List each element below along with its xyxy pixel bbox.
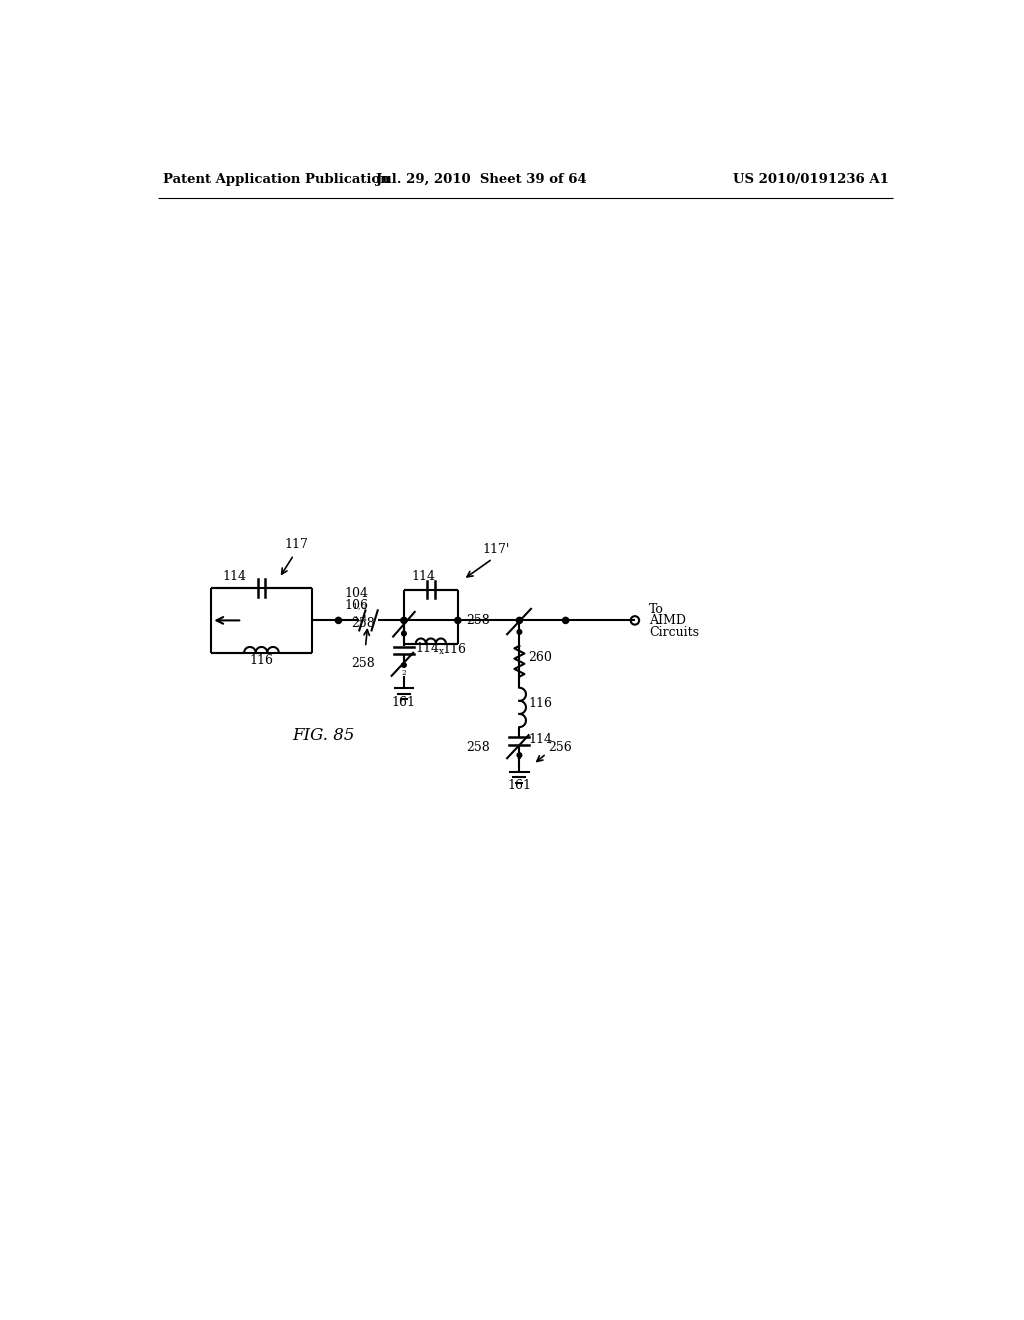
- Text: 117': 117': [482, 543, 510, 556]
- Circle shape: [336, 618, 342, 623]
- Text: FIG. 85: FIG. 85: [292, 727, 354, 743]
- Text: $\mathregular{_2}$: $\mathregular{_2}$: [516, 752, 522, 762]
- Text: 116: 116: [250, 653, 273, 667]
- Text: 114: 114: [222, 570, 247, 583]
- Circle shape: [400, 618, 407, 623]
- Text: AIMD: AIMD: [649, 614, 686, 627]
- Text: $\mathregular{_{1,2}}$: $\mathregular{_{1,2}}$: [351, 602, 367, 612]
- Text: 161: 161: [392, 696, 416, 709]
- Text: $\mathregular{_{3,4}}$: $\mathregular{_{3,4}}$: [351, 614, 368, 624]
- Text: $\mathregular{_2}$: $\mathregular{_2}$: [400, 669, 407, 678]
- Text: $\mathregular{_1}$: $\mathregular{_1}$: [516, 627, 522, 638]
- Text: 114: 114: [528, 733, 553, 746]
- Text: 260: 260: [528, 651, 553, 664]
- Text: 106: 106: [345, 599, 369, 612]
- Text: 116: 116: [442, 643, 466, 656]
- Circle shape: [455, 618, 461, 623]
- Text: 117: 117: [285, 539, 308, 550]
- Circle shape: [517, 630, 521, 635]
- Text: 258: 258: [466, 614, 490, 627]
- Text: 114$\mathregular{_x}$: 114$\mathregular{_x}$: [415, 640, 445, 657]
- Text: 161: 161: [508, 779, 531, 792]
- Text: 116: 116: [528, 697, 553, 710]
- Circle shape: [562, 618, 568, 623]
- Text: Jul. 29, 2010  Sheet 39 of 64: Jul. 29, 2010 Sheet 39 of 64: [376, 173, 587, 186]
- Text: US 2010/0191236 A1: US 2010/0191236 A1: [733, 173, 889, 186]
- Text: $\mathregular{_1}$: $\mathregular{_1}$: [400, 628, 407, 639]
- Text: Patent Application Publication: Patent Application Publication: [163, 173, 390, 186]
- Text: To: To: [649, 603, 664, 615]
- Text: 114: 114: [412, 570, 435, 583]
- Circle shape: [401, 631, 407, 636]
- Text: 256: 256: [549, 742, 572, 754]
- Text: 104: 104: [345, 587, 369, 601]
- Text: 258: 258: [351, 616, 375, 630]
- Text: 258: 258: [351, 657, 375, 671]
- Circle shape: [516, 618, 522, 623]
- Circle shape: [517, 752, 521, 758]
- Text: Circuits: Circuits: [649, 626, 698, 639]
- Text: 258: 258: [466, 741, 490, 754]
- Circle shape: [401, 663, 407, 668]
